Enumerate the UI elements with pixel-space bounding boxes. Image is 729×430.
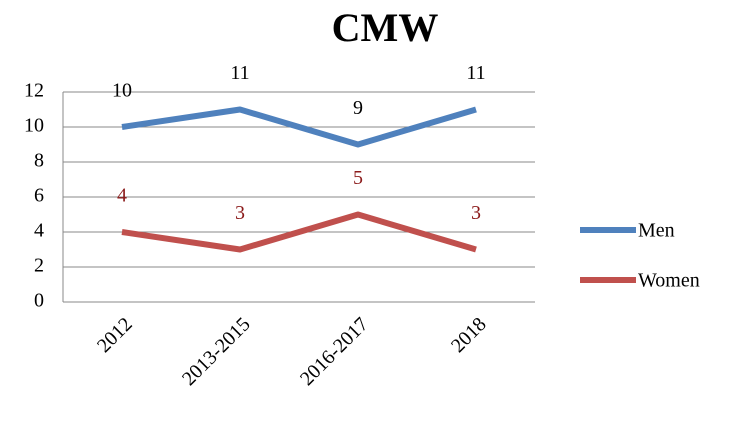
y-tick-label: 6 — [34, 185, 44, 207]
legend-label: Women — [638, 270, 700, 292]
data-label: 4 — [117, 185, 127, 207]
y-tick-label: 8 — [34, 150, 44, 172]
data-label: 5 — [353, 167, 363, 189]
legend-label: Men — [638, 220, 675, 242]
data-label: 3 — [235, 202, 245, 224]
y-tick-label: 0 — [34, 290, 44, 312]
x-tick-label: 2012 — [93, 313, 137, 357]
y-tick-label: 2 — [34, 255, 44, 277]
data-label: 3 — [471, 202, 481, 224]
y-tick-label: 10 — [24, 115, 44, 137]
y-tick-label: 12 — [24, 80, 44, 102]
x-tick-label: 2018 — [447, 313, 491, 357]
y-tick-label: 4 — [34, 220, 44, 242]
series-line — [121, 211, 477, 253]
chart-title: CMW — [332, 5, 439, 50]
data-label: 10 — [112, 80, 132, 102]
series-line — [121, 106, 477, 148]
data-label: 11 — [230, 62, 249, 84]
data-label: 9 — [353, 97, 363, 119]
x-tick-label: 2016-2017 — [296, 313, 373, 390]
data-label: 11 — [466, 62, 485, 84]
x-tick-label: 2013-2015 — [178, 313, 255, 390]
